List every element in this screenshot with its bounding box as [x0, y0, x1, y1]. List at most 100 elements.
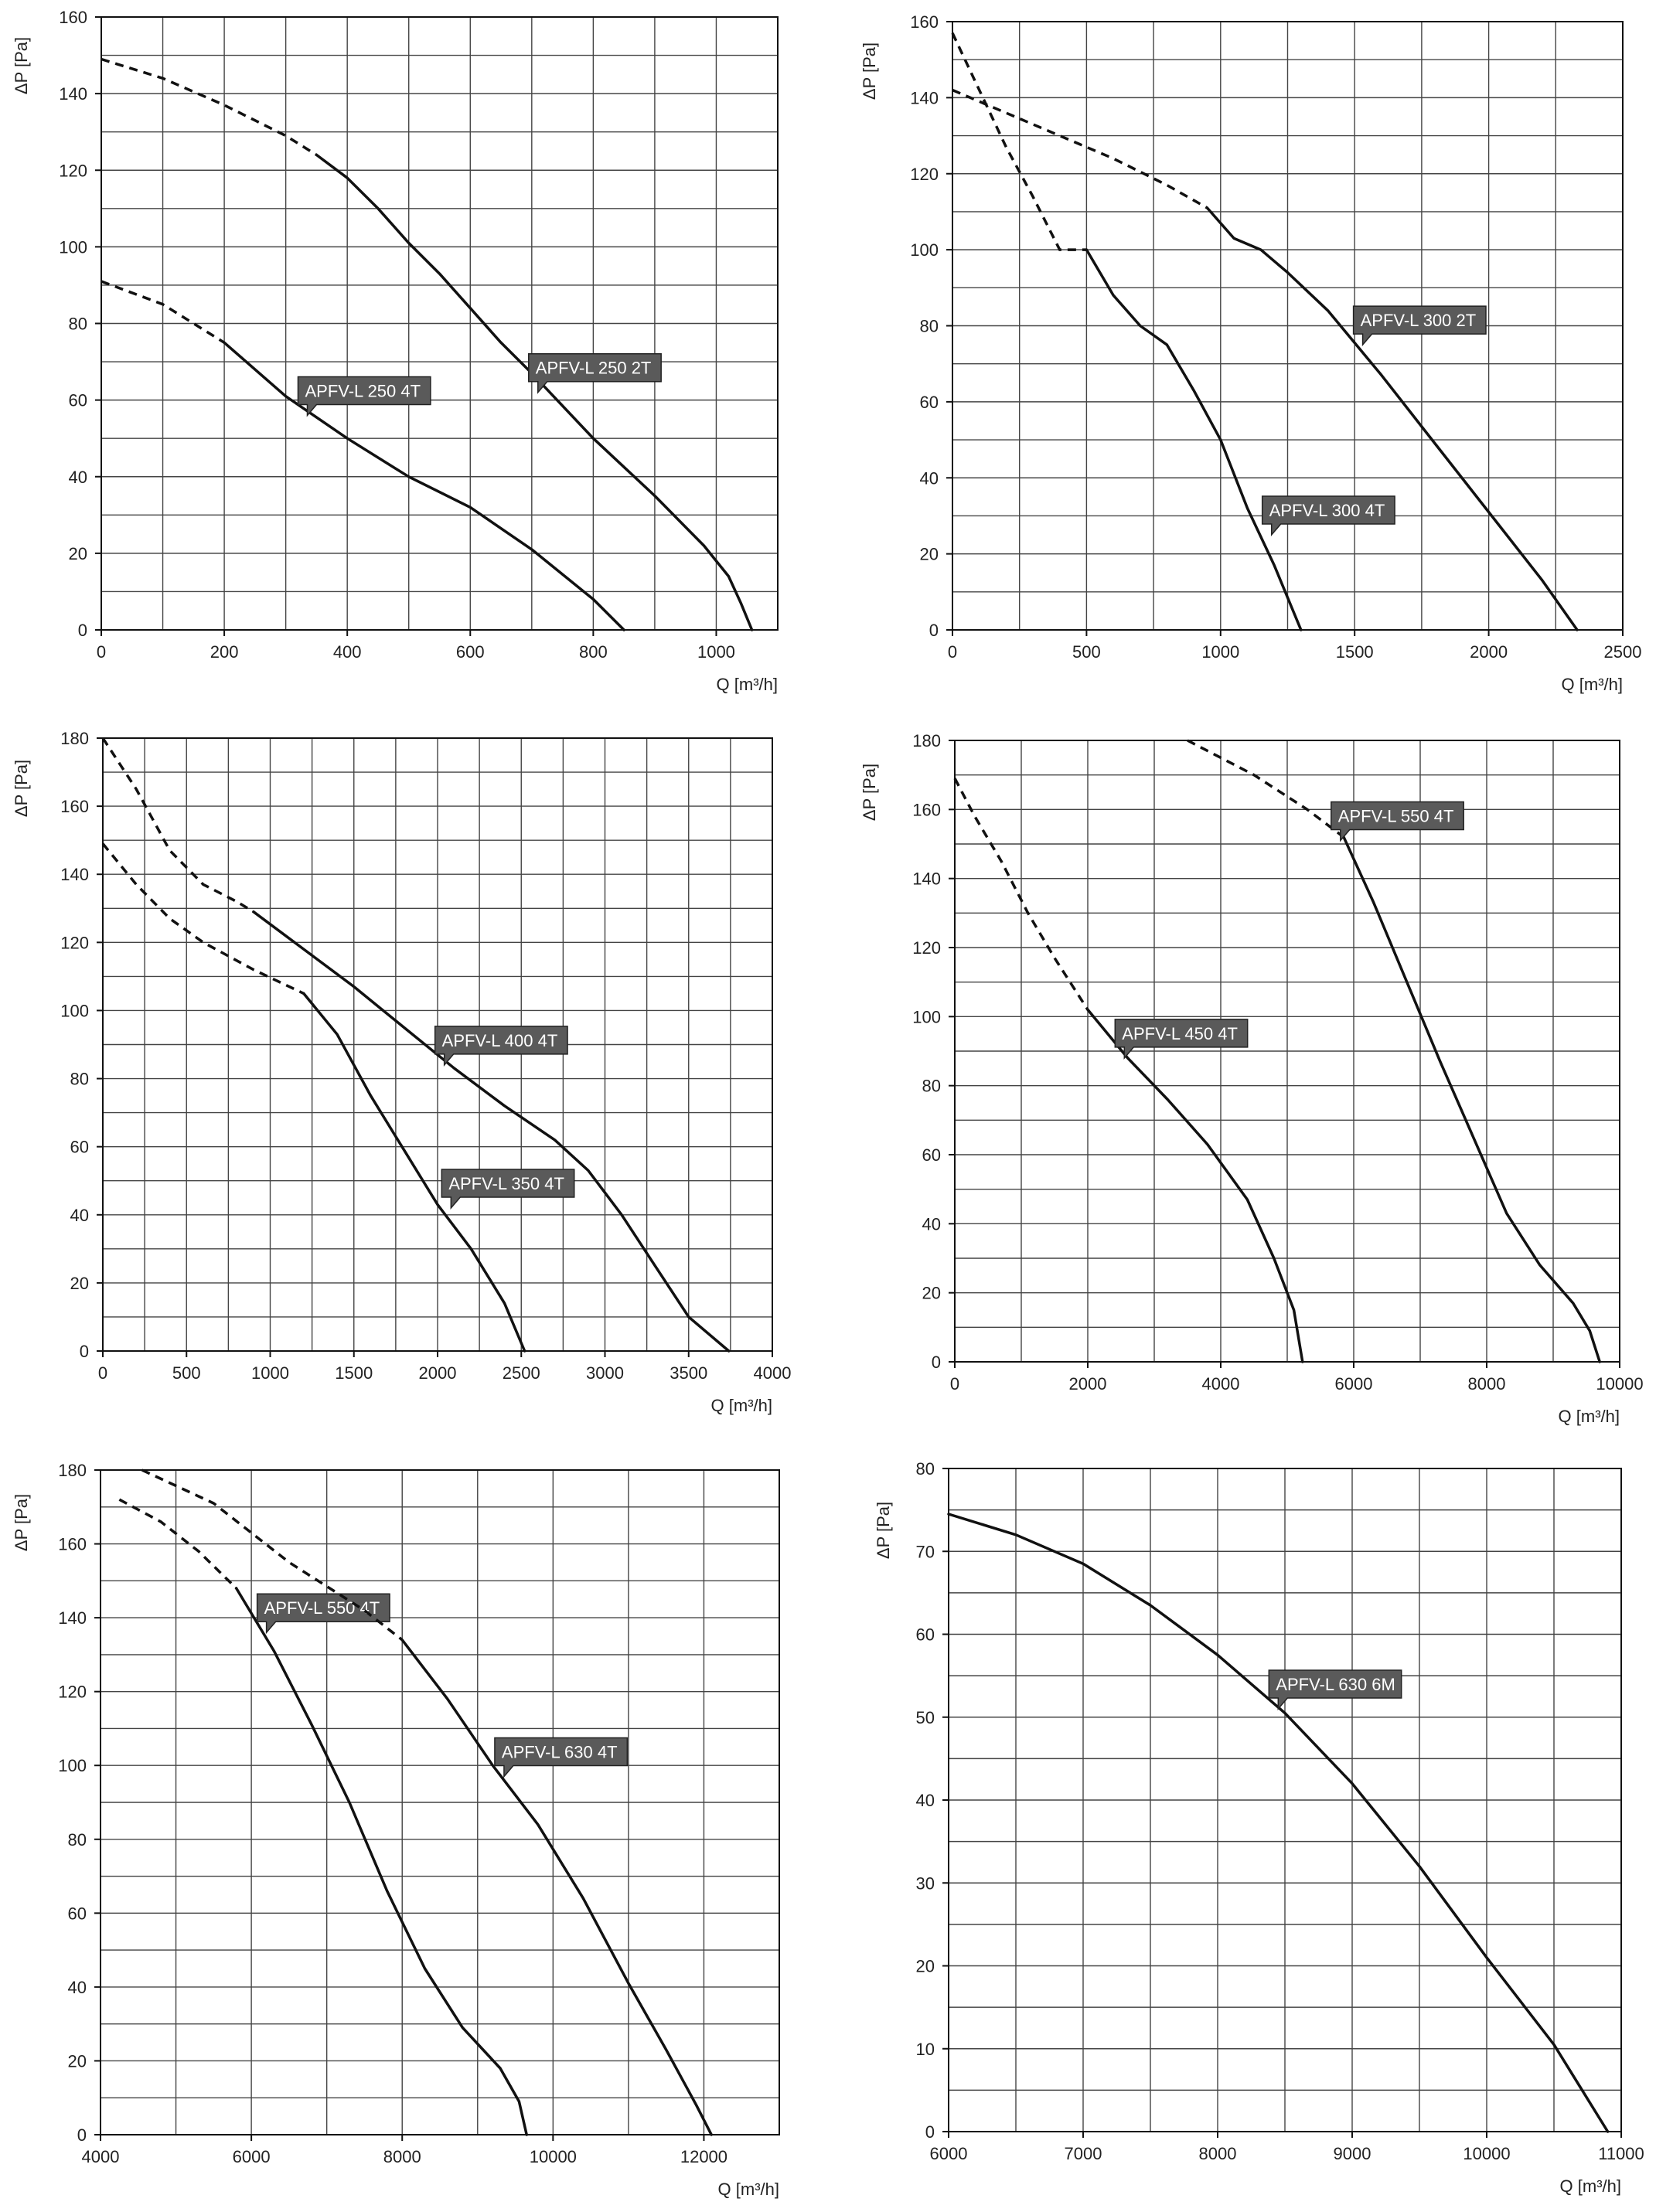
y-tick-label: 160 [912, 800, 941, 819]
series-line-dashed [953, 778, 1089, 1011]
x-tick-label: 400 [333, 642, 362, 662]
series-callout [528, 352, 662, 394]
x-tick-label: 0 [97, 642, 106, 662]
series-label: APFV-L 550 4T [1338, 807, 1454, 826]
y-tick-label: 60 [916, 1625, 935, 1645]
x-axis-title: Q [m³/h] [717, 675, 778, 694]
y-tick-label: 180 [912, 731, 941, 750]
y-tick-label: 60 [922, 1145, 941, 1165]
y-tick-label: 140 [59, 84, 87, 104]
x-tick-label: 1500 [335, 1363, 373, 1383]
x-tick-label: 8000 [1468, 1374, 1506, 1394]
x-tick-label: 800 [579, 642, 608, 662]
x-tick-label: 10000 [1463, 2144, 1510, 2163]
x-tick-label: 1000 [251, 1363, 289, 1383]
series-line [1205, 206, 1579, 631]
y-tick-label: 0 [929, 621, 939, 640]
series-line-dashed [951, 32, 1087, 251]
series-label: APFV-L 630 4T [502, 1743, 618, 1762]
series-label: APFV-L 250 4T [305, 381, 421, 400]
series-line [1085, 248, 1303, 631]
x-tick-label: 12000 [680, 2147, 727, 2166]
chart-panel: 0 500 1000 1500 2000 2500 3000 3500 4000 0 20 40 60 8… [12, 729, 791, 1415]
y-tick-label: 80 [68, 1830, 87, 1850]
y-tick-label: 100 [59, 237, 87, 257]
series-label: APFV-L 550 4T [264, 1598, 380, 1618]
series-callout [1268, 1669, 1402, 1711]
y-tick-label: 30 [916, 1873, 935, 1893]
y-tick-label: 0 [932, 1353, 941, 1372]
y-tick-label: 40 [916, 1791, 935, 1810]
series-callout [494, 1737, 629, 1778]
x-tick-label: 6000 [930, 2144, 968, 2163]
chart-panel: 0 500 1000 1500 2000 2500 0 20 40 60 80 100 120 140 16… [860, 12, 1641, 694]
series-callout [1114, 1019, 1249, 1060]
y-tick-label: 80 [70, 1070, 89, 1089]
y-tick-label: 160 [910, 12, 939, 32]
y-tick-label: 100 [912, 1007, 941, 1026]
x-tick-label: 0 [98, 1363, 107, 1383]
series-callout [256, 1593, 390, 1635]
x-tick-label: 4000 [82, 2147, 120, 2166]
y-tick-label: 40 [69, 468, 87, 487]
y-axis-title: ΔP [Pa] [12, 37, 31, 94]
y-tick-label: 20 [68, 2051, 87, 2071]
y-axis-title: ΔP [Pa] [860, 764, 879, 821]
y-tick-label: 0 [77, 2125, 87, 2145]
series-callout [434, 1026, 568, 1067]
y-tick-label: 40 [922, 1214, 941, 1234]
x-tick-label: 500 [1072, 642, 1101, 662]
y-tick-label: 10 [916, 2040, 935, 2059]
chart-panel: 0 200 400 600 800 1000 0 20 40 60 80 100 120 140 160 Q … [12, 8, 779, 694]
y-tick-label: 80 [920, 317, 939, 336]
series-label: APFV-L 300 2T [1361, 311, 1477, 330]
series-label: APFV-L 400 4T [442, 1031, 558, 1050]
x-axis-title: Q [m³/h] [1559, 1407, 1620, 1426]
y-tick-label: 120 [60, 933, 89, 952]
y-tick-label: 20 [69, 544, 87, 563]
y-tick-label: 140 [58, 1608, 87, 1628]
y-tick-label: 100 [58, 1756, 87, 1775]
series-line-dashed [101, 842, 305, 995]
series-callout [1331, 801, 1464, 842]
y-tick-label: 40 [68, 1978, 87, 1997]
series-line-dashed [1187, 739, 1345, 839]
x-tick-label: 6000 [233, 2147, 271, 2166]
x-tick-label: 11000 [1598, 2144, 1644, 2163]
series-line-dashed [952, 88, 1208, 209]
x-tick-label: 6000 [1335, 1374, 1373, 1394]
x-axis-title: Q [m³/h] [1560, 2176, 1621, 2196]
x-tick-label: 0 [948, 642, 957, 662]
series-line-dashed [101, 737, 254, 914]
x-tick-label: 2000 [1069, 1374, 1107, 1394]
series-line [400, 1639, 713, 2136]
x-axis-title: Q [m³/h] [711, 1396, 772, 1415]
y-tick-label: 120 [910, 165, 939, 184]
series-line [223, 341, 625, 631]
y-tick-label: 60 [70, 1138, 89, 1157]
y-tick-label: 180 [60, 729, 89, 748]
x-tick-label: 1000 [1201, 642, 1239, 662]
y-tick-label: 160 [60, 797, 89, 816]
y-tick-label: 80 [916, 1459, 935, 1479]
series-label: APFV-L 250 2T [536, 359, 652, 378]
chart-panel: 4000 6000 8000 10000 12000 0 20 40 60 80 100 120 140… [12, 1461, 780, 2199]
x-tick-label: 1500 [1336, 642, 1374, 662]
series-line-dashed [118, 1498, 237, 1590]
y-tick-label: 0 [78, 621, 87, 640]
y-tick-label: 80 [922, 1077, 941, 1096]
series-label: APFV-L 300 4T [1269, 501, 1385, 520]
y-tick-label: 70 [916, 1542, 935, 1561]
series-callout [1352, 305, 1487, 347]
y-tick-label: 120 [59, 161, 87, 180]
x-axis-title: Q [m³/h] [1562, 675, 1623, 694]
x-tick-label: 10000 [530, 2147, 577, 2166]
series-line-dashed [101, 57, 318, 156]
y-tick-label: 140 [910, 88, 939, 107]
y-tick-label: 160 [59, 8, 87, 27]
series-label: APFV-L 630 6M [1276, 1675, 1395, 1694]
x-tick-label: 10000 [1596, 1374, 1643, 1394]
y-tick-label: 20 [922, 1284, 941, 1303]
y-axis-title: ΔP [Pa] [860, 43, 879, 100]
y-axis-title: ΔP [Pa] [874, 1502, 893, 1559]
